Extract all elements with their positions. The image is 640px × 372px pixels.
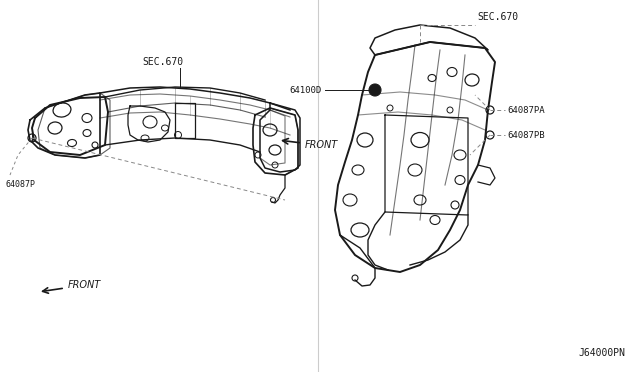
Text: 64100D: 64100D (290, 86, 322, 94)
Text: 64087P: 64087P (5, 180, 35, 189)
Text: SEC.670: SEC.670 (477, 12, 518, 22)
Text: FRONT: FRONT (68, 280, 101, 290)
Text: 64087PA: 64087PA (507, 106, 545, 115)
Text: 64087PB: 64087PB (507, 131, 545, 140)
Text: FRONT: FRONT (305, 140, 339, 150)
Text: J64000PN: J64000PN (578, 348, 625, 358)
Circle shape (369, 84, 381, 96)
Text: SEC.670: SEC.670 (142, 57, 183, 67)
